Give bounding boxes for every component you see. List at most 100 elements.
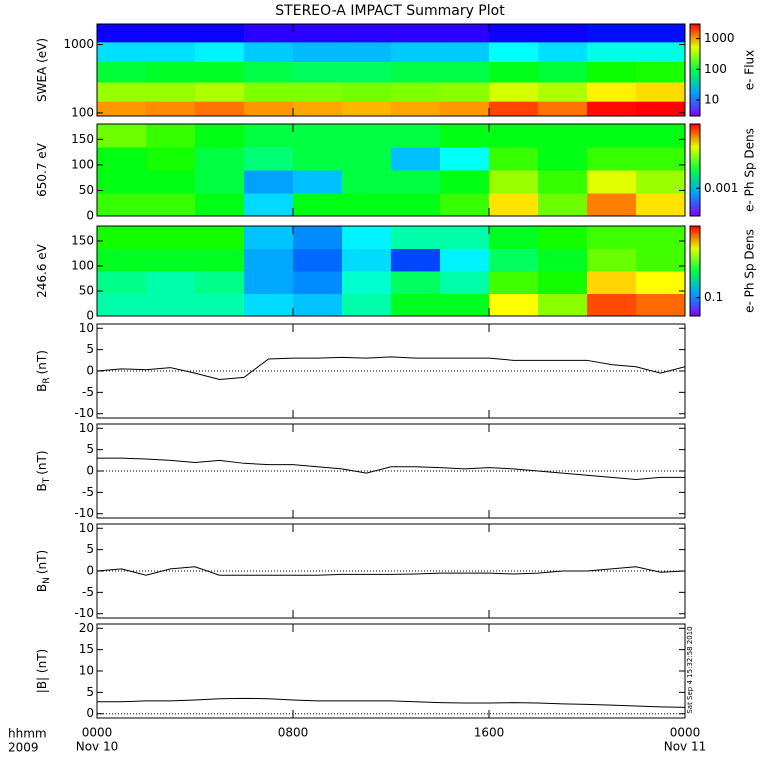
axes-frame [96, 623, 686, 719]
y-tick-label: 0 [86, 706, 94, 720]
heatmap-cell [97, 193, 147, 216]
y-label-sub: R [42, 377, 52, 383]
heatmap-cell [342, 170, 392, 194]
heatmap-cell [97, 248, 147, 272]
date-label: Nov 10 [76, 740, 119, 754]
y-tick-label: 1000 [63, 37, 94, 51]
heatmap-cell [440, 147, 490, 171]
heatmap-cell [489, 101, 539, 116]
heatmap-cell [587, 293, 637, 316]
heatmap-cell [391, 193, 441, 216]
heatmap-cell [538, 82, 588, 102]
heatmap-cell [489, 41, 539, 62]
heatmap-cell [342, 226, 392, 249]
heatmap-cell [293, 170, 343, 194]
heatmap-cell [538, 170, 588, 194]
colorbar-tick-label: 10 [704, 92, 719, 106]
heatmap-cell [391, 271, 441, 294]
heatmap-cell [391, 147, 441, 171]
heatmap-cell [97, 101, 147, 116]
heatmap-cell [538, 101, 588, 116]
heatmap-cell [440, 170, 490, 194]
heatmap-cell [146, 147, 196, 171]
heatmap-cell [195, 193, 245, 216]
heatmap-cell [293, 193, 343, 216]
heatmap-cell [440, 61, 490, 83]
heatmap-cell [195, 226, 245, 249]
heatmap-cell [391, 61, 441, 83]
heatmap-cell [97, 170, 147, 194]
data-line [97, 356, 685, 381]
colorbar-tick-label: 0.001 [704, 181, 738, 195]
heatmap-cell [636, 101, 685, 116]
heatmap-cell [636, 61, 685, 83]
heatmap-cell [636, 170, 685, 194]
heatmap-cell [489, 61, 539, 83]
heatmap-cell [195, 61, 245, 83]
heatmap-cell [195, 248, 245, 272]
y-label-unit: (nT) [35, 450, 49, 474]
heatmap-cell [538, 271, 588, 294]
heatmap-cell [146, 101, 196, 116]
plot-area [97, 24, 685, 116]
heatmap-cell [538, 248, 588, 272]
heatmap-cell [538, 41, 588, 62]
data-line [97, 457, 685, 481]
data-line [97, 697, 685, 708]
heatmap-cell [538, 193, 588, 216]
heatmap-cell [195, 293, 245, 316]
y-tick-label: 100 [71, 157, 94, 171]
heatmap-cell [636, 147, 685, 171]
heatmap-cell [440, 124, 490, 148]
date-label: Nov 11 [664, 740, 707, 754]
y-label-unit: (nT) [35, 550, 49, 574]
heatmap-cell [489, 124, 539, 148]
y-tick-label: 0 [86, 464, 94, 478]
time-label: hhmm [8, 727, 47, 741]
colorbar-label: e- Ph Sp Dens [743, 128, 757, 212]
y-axis-label: BT (nT) [35, 450, 52, 491]
heatmap-cell [146, 82, 196, 102]
heatmap-cell [391, 248, 441, 272]
heatmap-cell [146, 226, 196, 249]
y-label-sub: T [42, 477, 52, 484]
heatmap-cell [489, 293, 539, 316]
y-tick-label: 5 [86, 342, 94, 356]
y-axis-label: SWEA (eV) [35, 38, 49, 102]
y-axis-label: |B| (nT) [35, 649, 49, 693]
y-label-main: SWEA (eV) [35, 38, 49, 102]
colorbar [689, 225, 701, 317]
y-tick-label: 150 [71, 132, 94, 146]
heatmap-cell [440, 293, 490, 316]
heatmap-cell [195, 147, 245, 171]
heatmap-cell [391, 82, 441, 102]
y-tick-label: 10 [79, 664, 94, 678]
y-tick-label: 5 [86, 685, 94, 699]
y-label-main: |B| (nT) [35, 649, 49, 693]
heatmap-cell [538, 293, 588, 316]
axes-frame [96, 225, 686, 317]
y-tick-label: -5 [82, 585, 94, 599]
heatmap-cell [440, 101, 490, 116]
heatmap-cell [636, 24, 685, 43]
heatmap-cell [293, 293, 343, 316]
heatmap-cell [636, 193, 685, 216]
y-tick-label: 0 [86, 364, 94, 378]
heatmap-cell [489, 248, 539, 272]
heatmap-cell [342, 82, 392, 102]
y-label-main: B [35, 584, 49, 592]
heatmap-cell [293, 61, 343, 83]
heatmap-cell [538, 24, 588, 43]
heatmap-cell [636, 248, 685, 272]
y-tick-label: 100 [71, 105, 94, 119]
colorbar-label: e- Ph Sp Dens [743, 229, 757, 313]
y-label-main: 246.6 eV [35, 243, 49, 298]
heatmap-cell [587, 170, 637, 194]
heatmap-cell [440, 24, 490, 43]
heatmap-cell [146, 193, 196, 216]
heatmap-cell [97, 41, 147, 62]
y-label-main: 650.7 eV [35, 142, 49, 197]
heatmap-cell [146, 170, 196, 194]
x-tick-label: 0800 [278, 726, 309, 740]
